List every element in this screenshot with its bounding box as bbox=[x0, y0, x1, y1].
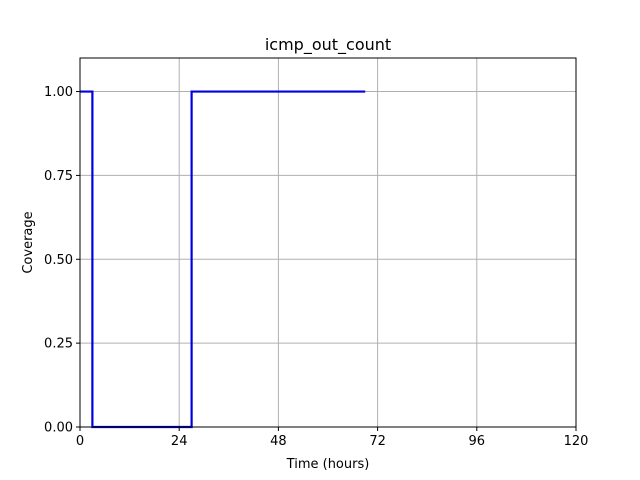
x-tick-label: 24 bbox=[171, 434, 188, 449]
x-axis-label: Time (hours) bbox=[286, 457, 370, 472]
y-tick-label: 0.75 bbox=[44, 169, 73, 184]
y-tick-label: 0.50 bbox=[44, 253, 73, 268]
y-axis-label: Coverage bbox=[21, 211, 36, 273]
x-tick-label: 120 bbox=[564, 434, 589, 449]
x-tick-label: 96 bbox=[469, 434, 486, 449]
x-tick-label: 48 bbox=[270, 434, 287, 449]
y-tick-label: 0.00 bbox=[44, 421, 73, 436]
x-axis: 0 24 48 72 96 120 bbox=[76, 427, 589, 449]
y-tick-label: 1.00 bbox=[44, 85, 73, 100]
x-tick-label: 0 bbox=[76, 434, 84, 449]
plot-area bbox=[80, 58, 576, 427]
chart-title: icmp_out_count bbox=[265, 35, 391, 55]
x-tick-label: 72 bbox=[369, 434, 386, 449]
plot-frame bbox=[79, 57, 577, 428]
y-tick-label: 0.25 bbox=[44, 337, 73, 352]
y-axis: 0.00 0.25 0.50 0.75 1.00 bbox=[44, 85, 80, 436]
